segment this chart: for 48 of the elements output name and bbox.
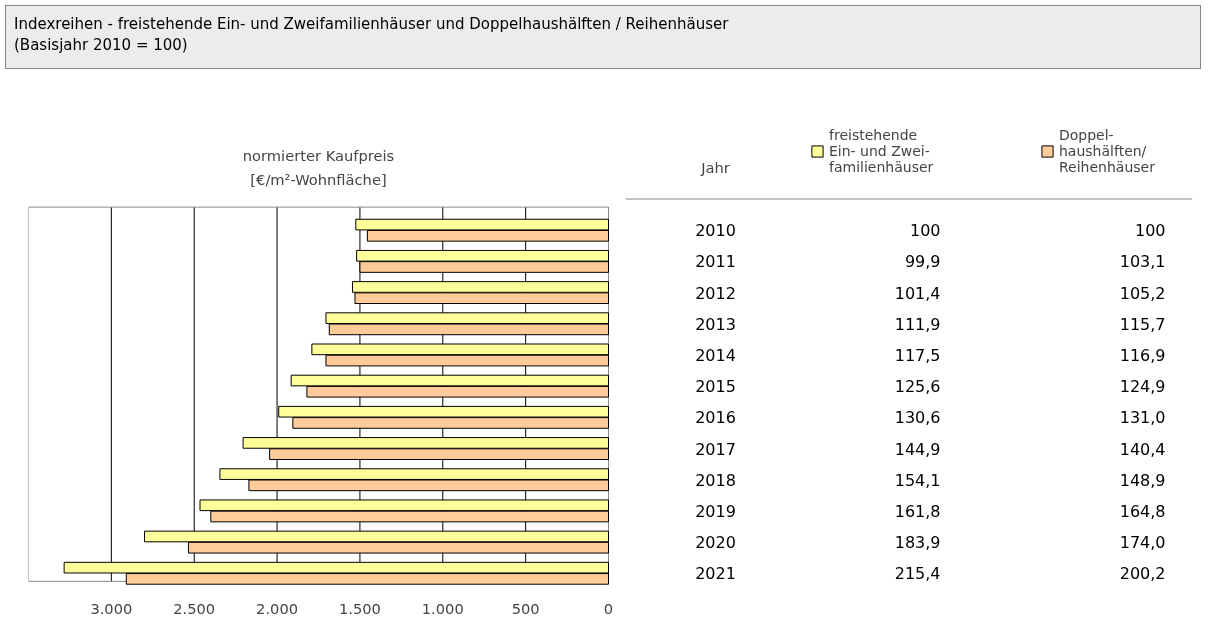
text: 116,9 [1119, 345, 1166, 365]
y-tick-label: 2019 [695, 501, 736, 521]
text: 200,2 [1119, 564, 1166, 584]
y-tick-label: 2017 [695, 439, 736, 459]
y-tick-label: 2020 [695, 533, 736, 553]
x-tick-label: 3.000 [90, 599, 133, 617]
text: 161,8 [894, 501, 941, 521]
text: 100 [909, 221, 941, 241]
x-axis-title: normierter Kaufpreis [€/m²-Wohnfläche] [242, 146, 395, 188]
y-axis-title: Jahr [700, 158, 731, 176]
y-tick-label: 2010 [695, 221, 736, 241]
x-tick-label: 1.500 [338, 599, 381, 617]
y-tick-label: 2014 [695, 345, 736, 365]
text: 183,9 [894, 533, 941, 553]
x-tick-label: 2.500 [173, 599, 216, 617]
text: 115,7 [1119, 314, 1166, 334]
text: 154,1 [894, 470, 941, 490]
legend-label: freistehende Ein- und Zwei- familienhäuser [829, 127, 934, 175]
text: 144,9 [894, 439, 941, 459]
text: 100 [1134, 221, 1166, 241]
y-tick-label: 2016 [695, 408, 736, 428]
text: 148,9 [1119, 470, 1166, 490]
y-tick-label: 2013 [695, 314, 736, 334]
text: 215,4 [894, 564, 941, 584]
x-tick-label: 0 [603, 599, 614, 617]
text: 131,0 [1119, 408, 1166, 428]
legend-label: Doppel- haushälften/ Reihenhäuser [1059, 127, 1155, 175]
y-tick-label: 2012 [695, 283, 736, 303]
chart-title: Indexreihen - freistehende Ein- und Zweifamilienhäuser und Doppelhaushälften / Reihenhäuser (Basisjahr 2010 = 100) [14, 14, 729, 57]
text: 99,9 [904, 252, 941, 272]
text: 124,9 [1119, 377, 1166, 397]
text: 117,5 [894, 345, 941, 365]
text: 174,0 [1119, 533, 1166, 553]
text: 105,2 [1119, 283, 1166, 303]
x-tick-label: 1.000 [421, 599, 464, 617]
y-tick-label: 2021 [695, 564, 736, 584]
text: 130,6 [894, 408, 941, 428]
text: 111,9 [894, 314, 941, 334]
text: 140,4 [1119, 439, 1166, 459]
y-tick-label: 2015 [695, 377, 736, 397]
text: 101,4 [894, 283, 941, 303]
x-tick-label: 2.000 [256, 599, 299, 617]
text: 125,6 [894, 377, 941, 397]
x-tick-label: 500 [511, 599, 540, 617]
text: 103,1 [1119, 252, 1166, 272]
y-tick-label: 2011 [695, 252, 736, 272]
y-tick-label: 2018 [695, 470, 736, 490]
text: 164,8 [1119, 501, 1166, 521]
